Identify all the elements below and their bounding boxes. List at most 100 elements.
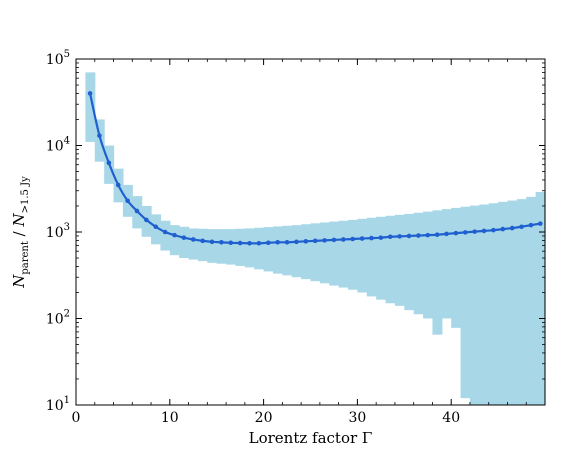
data-point [397, 234, 402, 239]
band-bin [516, 199, 527, 405]
x-tick-label: 20 [255, 410, 273, 426]
data-point [462, 230, 468, 235]
band-bin [507, 200, 518, 405]
band-bin [423, 211, 434, 319]
y-tick-label: 102 [46, 309, 70, 328]
band-bin [282, 225, 293, 276]
band-bin [235, 228, 246, 266]
data-point [322, 238, 327, 243]
data-point [369, 235, 374, 241]
data-point [331, 237, 337, 243]
band-bin [85, 72, 96, 142]
band-bin [160, 220, 171, 251]
band-bin [244, 228, 255, 268]
data-point [134, 208, 140, 214]
data-point [416, 233, 421, 238]
data-point [387, 234, 393, 240]
data-point [303, 239, 309, 244]
data-point [378, 235, 384, 240]
band-bin [535, 192, 546, 405]
band-bin [385, 215, 396, 304]
data-point [500, 226, 506, 232]
band-bin [179, 226, 190, 259]
data-point [256, 241, 262, 246]
y-tick-label: 105 [46, 49, 70, 68]
band-bin [488, 203, 499, 405]
data-point [509, 225, 515, 231]
data-point [237, 240, 243, 246]
band-bin [451, 207, 462, 328]
data-point [106, 160, 112, 166]
x-tick-label: 10 [161, 410, 179, 426]
data-point [172, 232, 177, 238]
data-point [434, 232, 440, 238]
band-bin [348, 219, 358, 290]
band-bin [526, 196, 537, 405]
data-point [162, 229, 168, 235]
data-point [312, 238, 318, 244]
x-tick-label: 30 [348, 410, 366, 426]
band-bin [376, 216, 387, 300]
data-point [341, 237, 346, 242]
data-point [125, 198, 130, 204]
data-point [87, 91, 93, 96]
x-tick-label: 0 [72, 410, 81, 426]
data-point [350, 236, 356, 242]
band-bin [366, 217, 377, 297]
band-bin [460, 206, 471, 399]
data-point [144, 217, 149, 223]
y-tick-label: 103 [46, 222, 70, 241]
data-point [200, 238, 205, 244]
y-tick-label: 104 [46, 136, 70, 155]
band-bin [357, 218, 368, 293]
data-point [181, 235, 187, 240]
band-bin [469, 205, 480, 405]
data-point [453, 230, 459, 236]
band-bin [254, 227, 265, 270]
band-bin [263, 227, 274, 272]
data-point [472, 229, 477, 234]
data-point [190, 237, 196, 242]
band-bin [338, 220, 349, 288]
data-point [153, 224, 159, 230]
band-bin [394, 214, 405, 306]
data-point [444, 231, 449, 237]
data-points [87, 91, 543, 246]
band-bin [404, 213, 415, 311]
x-axis: 0 10 20 30 40 [72, 59, 527, 426]
data-point [425, 232, 431, 238]
band-bin [151, 214, 162, 245]
y-axis-label: Nparent / N>1.5 Jy [10, 176, 31, 289]
band-bin [169, 225, 180, 256]
band-bin [197, 228, 208, 262]
x-axis-label: Lorentz factor Γ [249, 429, 373, 447]
data-point [209, 239, 215, 245]
data-point [228, 240, 234, 246]
data-point [294, 239, 299, 245]
band-bin [226, 229, 237, 265]
data-point [115, 182, 121, 188]
band-bin [272, 226, 283, 274]
band-bin [329, 221, 340, 286]
data-point [491, 227, 496, 233]
data-point [275, 240, 280, 245]
band-bin [441, 209, 452, 319]
band-bin [188, 228, 199, 260]
confidence-band [85, 72, 546, 405]
data-point [481, 228, 487, 234]
band-bin [432, 210, 443, 335]
band-bin [207, 229, 218, 263]
band-bin [319, 222, 330, 284]
band-bin [301, 224, 312, 280]
band-bin [479, 204, 490, 405]
band-bin [413, 212, 424, 315]
band-bin [498, 201, 509, 405]
data-point [528, 222, 534, 228]
data-point [247, 241, 252, 246]
band-bin [310, 223, 321, 282]
x-tick-label: 40 [442, 410, 460, 426]
data-point [359, 236, 365, 241]
y-axis: 101 102 103 104 105 [46, 49, 545, 414]
band-bin [291, 225, 302, 278]
